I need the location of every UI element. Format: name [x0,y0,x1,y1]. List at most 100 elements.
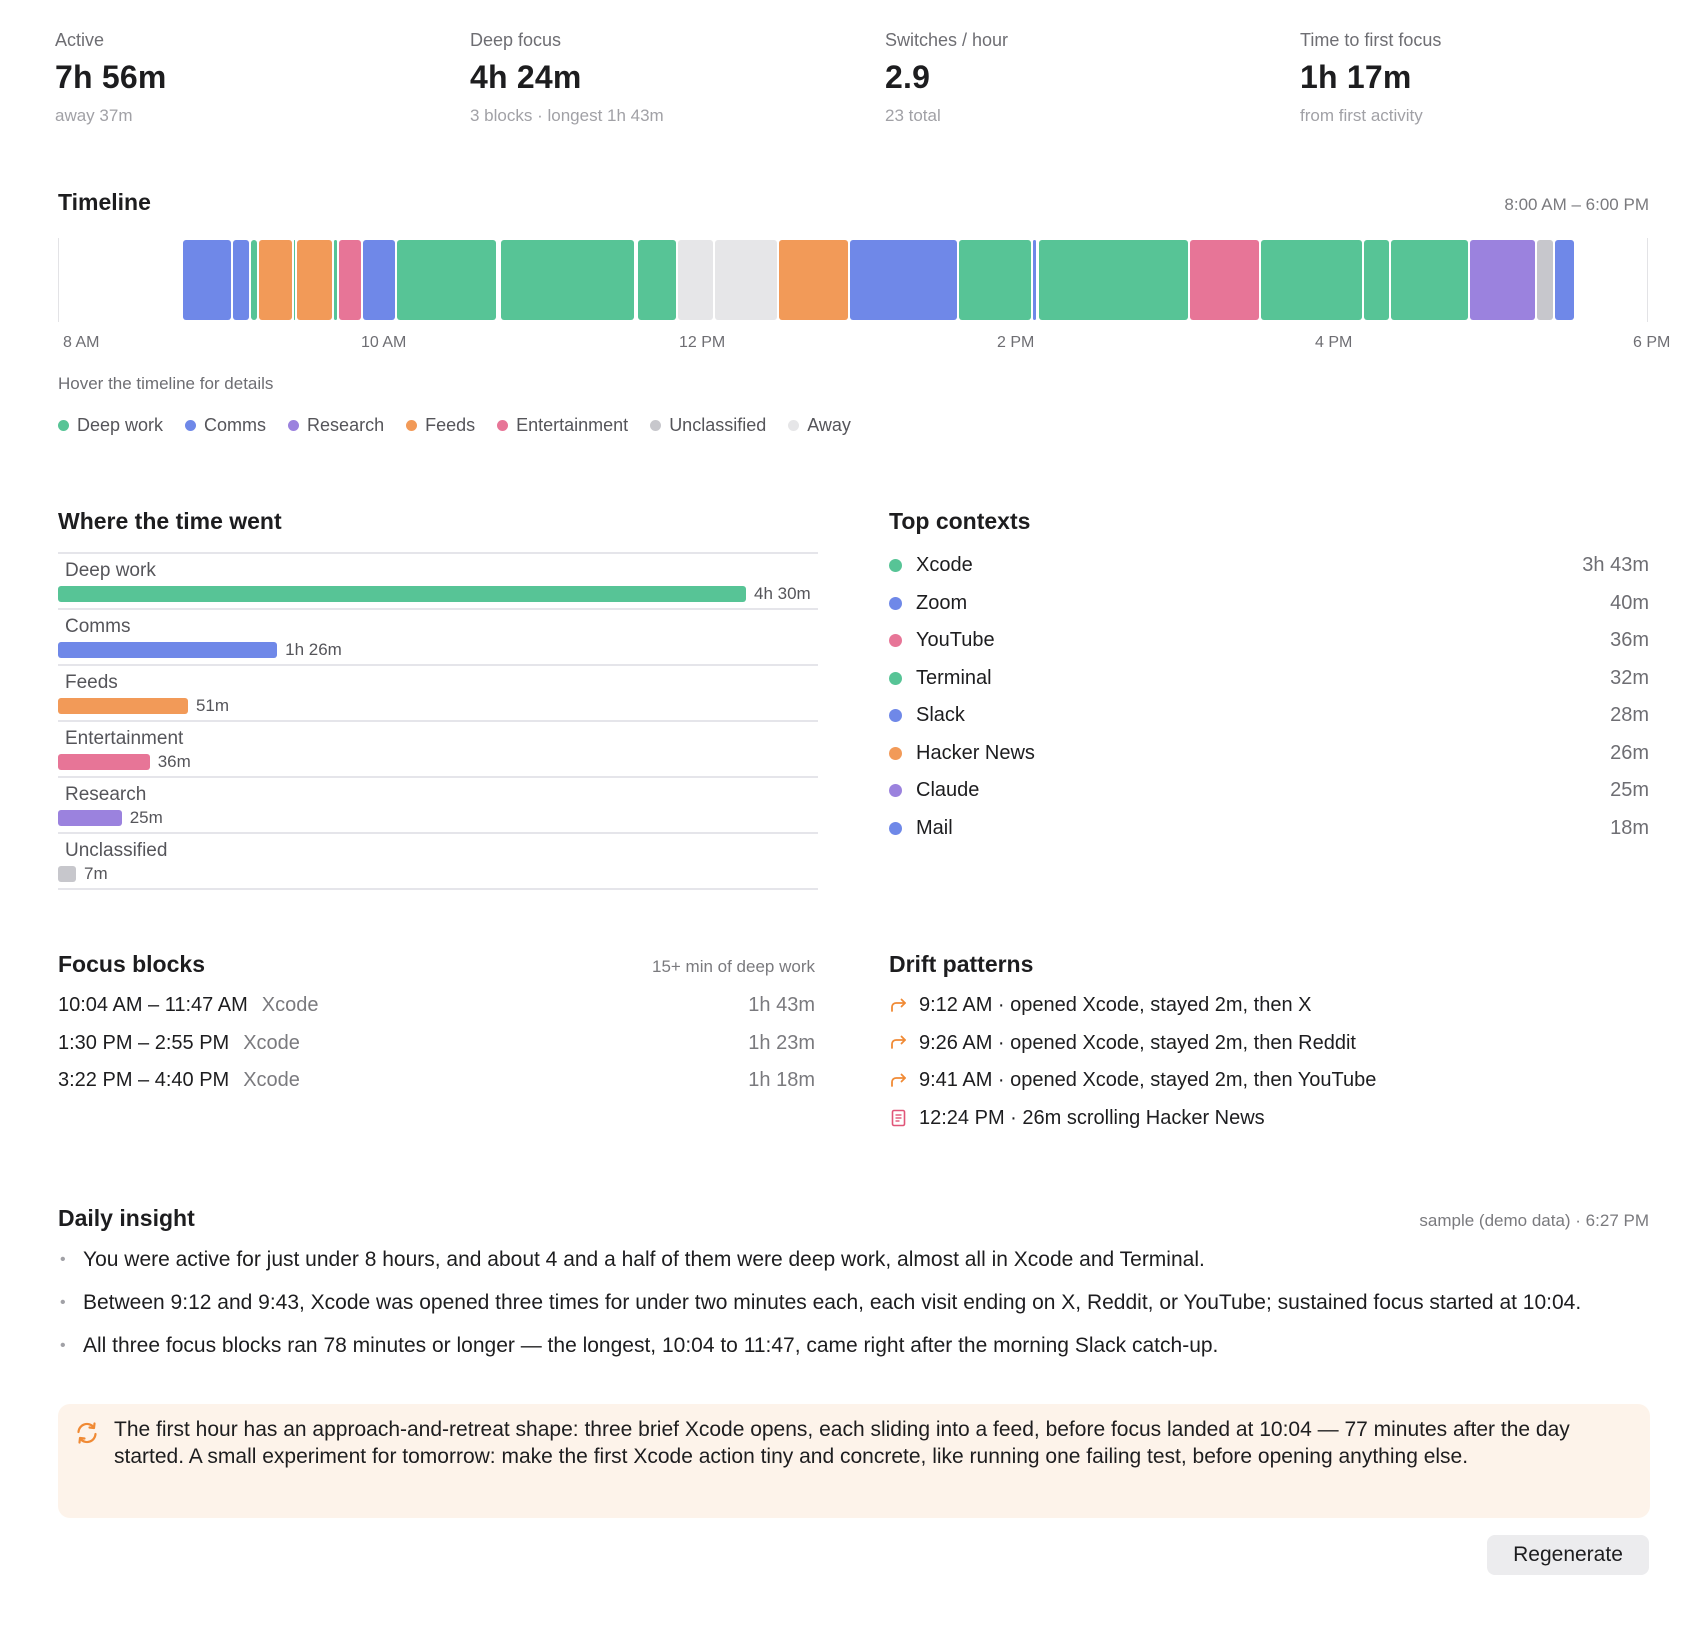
category-duration: 51m [195,696,230,715]
focus-block-row[interactable]: 1:30 PM – 2:55 PM Xcode 1h 23m [58,1025,815,1063]
timeline-segment-research[interactable] [1470,240,1535,320]
stat-sub: 3 blocks · longest 1h 43m [470,106,664,125]
drift-patterns-title: Drift patterns [889,951,1034,977]
timeline-hint: Hover the timeline for details [58,374,274,393]
timeline-segment-deep-work[interactable] [638,240,677,320]
context-row[interactable]: Xcode 3h 43m [889,547,1649,585]
category-label: Comms [65,616,131,637]
legend-item-research: Research [288,414,384,436]
redirect-arrow-icon [891,1035,906,1050]
focus-block-row[interactable]: 3:22 PM – 4:40 PM Xcode 1h 18m [58,1062,815,1100]
context-row[interactable]: Terminal 32m [889,660,1649,698]
timeline-segment-deep-work[interactable] [293,240,295,320]
focus-block-time: 1:30 PM – 2:55 PM [58,1031,230,1054]
category-duration: 7m [84,864,108,883]
context-dot-icon [889,671,902,685]
stat-value: 2.9 [885,59,931,95]
timeline-segment-comms[interactable] [182,240,231,320]
category-bar [58,866,76,882]
timeline-segment-comms[interactable] [850,240,957,320]
context-duration: 32m [1610,666,1649,689]
context-name: Terminal [916,666,992,689]
stat-sub: away 37m [55,106,133,125]
stat-sub: 23 total [885,106,941,125]
timeline-segment-deep-work[interactable] [333,240,337,320]
timeline-segment-deep-work[interactable] [1038,240,1188,320]
drift-pattern-text: 9:26 AM · opened Xcode, stayed 2m, then … [919,1031,1356,1054]
redirect-arrow-icon [891,1073,906,1087]
timeline-segment-deep-work[interactable] [959,240,1032,320]
focus-block-time: 10:04 AM – 11:47 AM [58,994,248,1017]
category-bar [58,586,746,602]
where-time-went-title: Where the time went [58,508,282,534]
top-contexts-title: Top contexts [889,508,1031,534]
drift-pattern-row[interactable]: 9:41 AM · opened Xcode, stayed 2m, then … [889,1062,1649,1100]
timeline-segment-deep-work[interactable] [397,240,496,320]
callout-text: The first hour has an approach-and-retre… [114,1418,1570,1468]
timeline-segment-deep-work[interactable] [251,240,258,320]
drift-pattern-row[interactable]: 9:26 AM · opened Xcode, stayed 2m, then … [889,1025,1649,1063]
drift-pattern-row[interactable]: 12:24 PM · 26m scrolling Hacker News [889,1100,1649,1138]
cycle-icon [77,1422,97,1444]
context-duration: 36m [1610,629,1649,652]
context-row[interactable]: YouTube 36m [889,622,1649,660]
timeline-segment-deep-work[interactable] [1261,240,1363,320]
timeline-segment-comms[interactable] [232,240,250,320]
timeline-segment-unclassified[interactable] [1536,240,1554,320]
timeline-range: 8:00 AM – 6:00 PM [1504,195,1649,214]
drift-pattern-text: 9:12 AM · opened Xcode, stayed 2m, then … [919,994,1312,1017]
focus-block-row[interactable]: 10:04 AM – 11:47 AM Xcode 1h 43m [58,987,815,1025]
daily-insight-meta: sample (demo data) · 6:27 PM [1419,1211,1649,1230]
legend-item-deep-work: Deep work [58,414,163,436]
regenerate-button[interactable]: Regenerate [1487,1535,1649,1575]
category-row-feeds: Feeds 51m [58,664,818,720]
timeline-segment-feeds[interactable] [778,240,849,320]
timeline-track[interactable] [58,238,1648,322]
timeline-legend: Deep work Comms Research Feeds Entertainment… [58,414,873,436]
context-row[interactable]: Mail 18m [889,810,1649,848]
stat-value: 1h 17m [1300,59,1412,95]
legend-label: Feeds [425,414,476,435]
insight-bullet-item: • All three focus blocks ran 78 minutes … [58,1332,1650,1359]
context-row[interactable]: Claude 25m [889,772,1649,810]
context-dot-icon [889,821,902,835]
timeline-segment-deep-work[interactable] [1390,240,1469,320]
category-duration: 1h 26m [285,640,342,659]
context-row[interactable]: Slack 28m [889,697,1649,735]
category-bar-wrap: 36m [58,752,191,771]
legend-item-comms: Comms [185,414,266,436]
context-dot-icon [889,709,902,723]
timeline-segment-feeds[interactable] [259,240,292,320]
category-label: Entertainment [65,728,184,749]
context-name: Zoom [916,591,968,614]
timeline-segment-deep-work[interactable] [500,240,634,320]
timeline-segment-deep-work[interactable] [1364,240,1389,320]
stat-sub: from first activity [1300,106,1423,125]
context-row[interactable]: Zoom 40m [889,585,1649,623]
stat-value: 7h 56m [55,59,167,95]
category-bar [58,810,122,826]
timeline-segment-away[interactable] [715,240,777,320]
category-duration: 36m [157,752,191,771]
timeline-segment-entertainment[interactable] [1189,240,1260,320]
legend-label: Comms [204,414,267,435]
timeline-segment-away[interactable] [678,240,714,320]
timeline-segment-comms[interactable] [1033,240,1037,320]
category-bar-wrap: 25m [58,808,163,827]
legend-item-entertainment: Entertainment [497,414,628,436]
focus-block-duration: 1h 18m [748,1069,815,1092]
top-contexts-list: Xcode 3h 43m Zoom 40m YouTube 36m Terminal 32m S… [889,547,1649,847]
drift-patterns-list: 9:12 AM · opened Xcode, stayed 2m, then … [889,987,1649,1137]
timeline-segment-comms[interactable] [362,240,396,320]
stat-label: Active [55,30,105,50]
stat-active: Active 7h 56m away 37m [55,30,455,126]
bullet-dot-icon: • [60,1251,66,1268]
timeline-tick-label: 2 PM [997,334,1035,351]
category-label: Deep work [65,560,156,581]
timeline-segment-feeds[interactable] [296,240,332,320]
timeline-segment-entertainment[interactable] [338,240,361,320]
context-row[interactable]: Hacker News 26m [889,735,1649,773]
timeline-segment-comms[interactable] [1555,240,1575,320]
drift-pattern-row[interactable]: 9:12 AM · opened Xcode, stayed 2m, then … [889,987,1649,1025]
insight-bullets: • You were active for just under 8 hours… [58,1246,1650,1375]
